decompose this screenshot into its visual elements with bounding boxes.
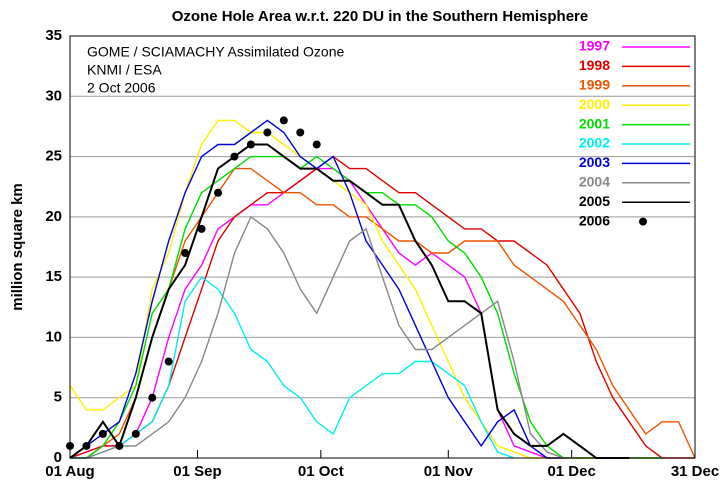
legend-label: 2005	[579, 193, 610, 209]
legend-label: 2004	[579, 174, 610, 190]
data-point	[164, 357, 173, 366]
legend-swatch	[639, 217, 647, 226]
y-tick-label: 30	[45, 87, 62, 104]
data-point	[197, 224, 206, 233]
legend-label: 2000	[579, 96, 610, 112]
data-point	[115, 441, 124, 450]
series-line	[69, 155, 695, 459]
data-point	[131, 429, 140, 438]
x-tick-label: 31 Dec	[671, 463, 719, 480]
legend-label: 1998	[579, 57, 610, 73]
data-point	[82, 441, 91, 450]
series-line	[70, 167, 696, 459]
y-tick-label: 0	[54, 449, 62, 466]
series-line	[69, 167, 663, 459]
legend-label: 1997	[579, 38, 610, 54]
series-line	[70, 276, 515, 459]
x-tick-label: 01 Dec	[547, 463, 595, 480]
data-point	[214, 188, 223, 197]
annotation: 2 Oct 2006	[87, 80, 156, 96]
data-point	[296, 128, 305, 137]
x-tick-label: 01 Oct	[298, 463, 344, 480]
data-point	[148, 393, 157, 402]
annotation: GOME / SCIAMACHY Assimilated Ozone	[87, 44, 344, 60]
series-line	[69, 119, 564, 459]
legend-label: 2006	[579, 212, 610, 228]
y-tick-label: 35	[45, 27, 62, 44]
y-tick-label: 5	[54, 389, 62, 406]
data-point	[230, 152, 239, 161]
chart-title: Ozone Hole Area w.r.t. 220 DU in the Sou…	[172, 8, 588, 25]
legend-label: 1999	[579, 77, 610, 93]
x-tick-label: 01 Sep	[173, 463, 221, 480]
data-point	[246, 140, 255, 149]
y-tick-label: 20	[45, 208, 62, 225]
x-tick-label: 01 Aug	[45, 463, 94, 480]
data-point	[98, 429, 107, 438]
series-line	[69, 143, 630, 459]
x-tick-label: 01 Nov	[424, 463, 474, 480]
legend-label: 2003	[579, 154, 610, 170]
series-line	[70, 155, 663, 459]
series-line	[70, 215, 580, 459]
data-point	[312, 140, 321, 149]
legend-label: 2001	[579, 115, 610, 131]
y-tick-label: 25	[45, 148, 62, 165]
y-axis-label: million square km	[9, 183, 26, 311]
annotation: KNMI / ESA	[87, 62, 162, 78]
y-tick-label: 10	[45, 328, 62, 345]
plot-frame	[69, 35, 696, 459]
legend-label: 2002	[579, 135, 610, 151]
y-tick-label: 15	[45, 268, 62, 285]
data-point	[263, 128, 272, 137]
data-point	[181, 249, 190, 258]
data-point	[279, 116, 288, 125]
